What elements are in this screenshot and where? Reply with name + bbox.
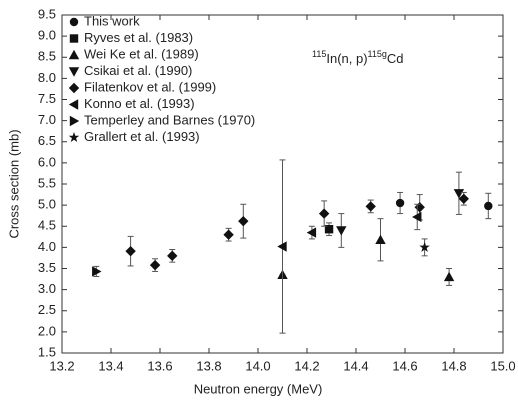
annotation-mass: 115g bbox=[368, 49, 387, 59]
legend-marker bbox=[68, 82, 80, 94]
y-tick-label: 4.5 bbox=[38, 218, 56, 233]
data-point bbox=[238, 215, 249, 227]
x-tick-label: 14.8 bbox=[441, 358, 466, 373]
y-tick-label: 5.0 bbox=[38, 197, 56, 212]
annotation: 115In(n, p)115gCd bbox=[312, 49, 404, 66]
data-point bbox=[395, 198, 405, 208]
data-point bbox=[167, 250, 178, 262]
y-tick-label: 3.5 bbox=[38, 260, 56, 275]
y-tick-label: 5.5 bbox=[38, 175, 56, 190]
data-point bbox=[336, 226, 347, 236]
x-tick-label: 13.8 bbox=[196, 358, 221, 373]
data-point bbox=[458, 193, 469, 204]
x-tick-label: 13.4 bbox=[98, 358, 123, 373]
legend-label: Konno et al. (1993) bbox=[84, 96, 195, 111]
legend-marker bbox=[68, 132, 80, 142]
data-point bbox=[92, 266, 102, 277]
data-point bbox=[419, 241, 430, 252]
data-point bbox=[149, 259, 161, 271]
annotation-text: Cd bbox=[387, 51, 404, 66]
data-point bbox=[125, 245, 136, 257]
data-point bbox=[277, 241, 287, 252]
legend-label: Wei Ke et al. (1989) bbox=[84, 46, 199, 61]
legend-marker bbox=[68, 49, 80, 60]
x-tick-label: 13.6 bbox=[147, 358, 172, 373]
data-point bbox=[412, 211, 422, 223]
data-point bbox=[324, 225, 334, 234]
legend-marker bbox=[68, 67, 80, 77]
data-point bbox=[306, 227, 317, 238]
legend-label: Csikai et al. (1990) bbox=[84, 63, 192, 78]
annotation-mass: 115 bbox=[312, 49, 326, 59]
legend-label: Grallert et al. (1993) bbox=[84, 129, 200, 144]
data-point bbox=[443, 271, 455, 282]
y-tick-label: 6.0 bbox=[38, 154, 56, 169]
y-tick-label: 3.0 bbox=[38, 281, 56, 296]
y-tick-label: 8.5 bbox=[38, 49, 56, 64]
x-tick-label: 14.0 bbox=[245, 358, 270, 373]
legend-label: Ryves et al. (1983) bbox=[84, 30, 193, 45]
data-point bbox=[223, 229, 234, 240]
y-tick-label: 2.0 bbox=[38, 323, 56, 338]
y-tick-label: 2.5 bbox=[38, 302, 56, 317]
y-tick-label: 8.0 bbox=[38, 70, 56, 85]
legend-marker bbox=[68, 99, 79, 110]
x-tick-label: 14.2 bbox=[294, 358, 319, 373]
data-point bbox=[375, 234, 386, 244]
x-tick-label: 13.2 bbox=[49, 358, 74, 373]
legend-marker bbox=[69, 115, 80, 127]
legend-marker bbox=[69, 17, 79, 27]
y-tick-label: 4.0 bbox=[38, 239, 56, 254]
legend-label: This work bbox=[84, 13, 140, 28]
x-tick-label: 14.4 bbox=[343, 358, 368, 373]
data-point bbox=[453, 189, 465, 199]
x-tick-label: 14.6 bbox=[392, 358, 417, 373]
data-point bbox=[484, 201, 493, 211]
data-point bbox=[414, 202, 425, 213]
y-tick-label: 7.5 bbox=[38, 91, 56, 106]
legend-label: Temperley and Barnes (1970) bbox=[84, 112, 255, 127]
y-axis-label: Cross section (mb) bbox=[6, 129, 21, 238]
y-tick-label: 9.5 bbox=[38, 6, 56, 21]
x-axis-label: Neutron energy (MeV) bbox=[194, 381, 323, 396]
x-tick-label: 15.0 bbox=[490, 358, 515, 373]
legend-label: Filatenkov et al. (1999) bbox=[84, 79, 216, 94]
y-tick-label: 6.5 bbox=[38, 133, 56, 148]
y-tick-label: 7.0 bbox=[38, 112, 56, 127]
annotation-text: In(n, p) bbox=[326, 51, 367, 66]
legend-marker bbox=[69, 34, 79, 43]
data-point bbox=[365, 201, 376, 212]
data-point bbox=[318, 208, 330, 219]
y-tick-label: 9.0 bbox=[38, 28, 56, 43]
y-tick-label: 1.5 bbox=[38, 344, 56, 359]
